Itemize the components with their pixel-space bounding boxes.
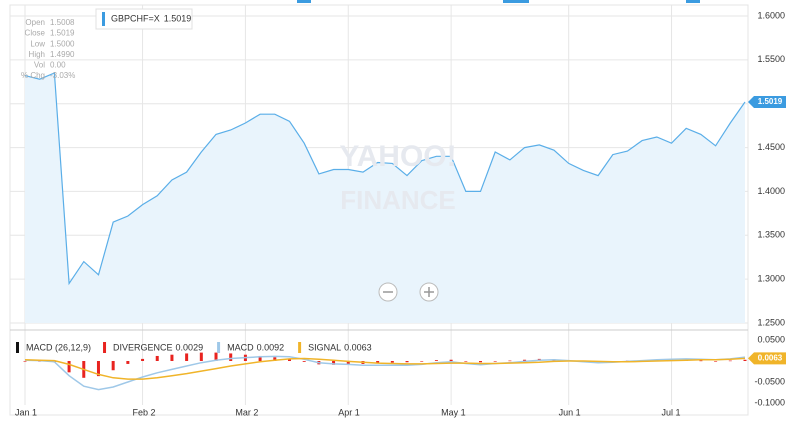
stat-value: 1.5019 bbox=[50, 29, 75, 38]
stat-label: Vol bbox=[34, 61, 45, 70]
stat-value: 1.4990 bbox=[50, 50, 75, 59]
divergence-bar bbox=[405, 361, 409, 363]
y-tick-label: 0.0500 bbox=[757, 334, 785, 344]
line bbox=[24, 72, 746, 286]
watermark: YAHOO! bbox=[339, 140, 456, 173]
stat-value: 1.5000 bbox=[50, 39, 75, 48]
x-tick-label: May 1 bbox=[441, 407, 466, 417]
price-badge-label: 1.5019 bbox=[758, 97, 783, 106]
stat-label: % Chg bbox=[21, 71, 45, 80]
divergence-bar bbox=[699, 360, 703, 362]
divergence-bar bbox=[273, 357, 277, 361]
legend-value: 0.0092 bbox=[257, 342, 285, 352]
y-tick-label: 1.4500 bbox=[757, 142, 785, 152]
stat-label: Open bbox=[25, 18, 45, 27]
divergence-bar bbox=[376, 361, 380, 364]
area bbox=[25, 73, 745, 323]
y-tick-label: -0.0500 bbox=[754, 376, 785, 386]
plot bbox=[24, 72, 746, 323]
price-badge bbox=[748, 96, 786, 109]
info-box: Open 1.5008 Close 1.5019 Low 1.5000 High 1.4990… bbox=[21, 18, 75, 80]
divergence-bar bbox=[493, 361, 497, 362]
x-tick-label: Jul 1 bbox=[662, 407, 681, 417]
divergence-bar bbox=[464, 361, 468, 362]
watermark: FINANCE bbox=[340, 185, 456, 215]
divergence-bar bbox=[199, 352, 203, 361]
lower-panel: Jan 1 Feb 2 Mar 2 Apr 1 May 1 Jun 1 Jul 1 0.050… bbox=[15, 334, 786, 417]
y-tick-label: 1.3500 bbox=[757, 230, 785, 240]
legend-name: MACD bbox=[227, 342, 254, 352]
divergence-bar bbox=[126, 361, 130, 364]
stat-value: 1.5008 bbox=[50, 18, 75, 27]
tab bbox=[503, 0, 529, 3]
x-tick-label: Jan 1 bbox=[15, 407, 37, 417]
quote-box bbox=[95, 8, 193, 30]
frame bbox=[9, 4, 749, 416]
legend-swatch bbox=[217, 342, 221, 353]
divergence-bar bbox=[449, 359, 453, 361]
divergence-bar bbox=[346, 361, 350, 364]
divergence-bar bbox=[714, 361, 718, 362]
tab bbox=[297, 0, 311, 3]
y-tick-label: 1.2500 bbox=[757, 317, 785, 327]
divergence-bar bbox=[23, 361, 27, 362]
divergence-bar bbox=[229, 353, 233, 361]
legend-title: MACD (26,12,9) bbox=[26, 342, 91, 352]
divergence-bar bbox=[728, 360, 732, 362]
x-tick-label: Apr 1 bbox=[338, 407, 360, 417]
divergence-bar bbox=[287, 358, 291, 361]
legend-value: 0.0063 bbox=[344, 342, 372, 352]
x-tick-label: Mar 2 bbox=[235, 407, 258, 417]
legend-name: SIGNAL bbox=[308, 342, 341, 352]
divergence-bar bbox=[170, 354, 174, 361]
divergence-bar bbox=[332, 361, 336, 365]
x-tick-label: Feb 2 bbox=[133, 407, 156, 417]
signal-badge-label: 0.0063 bbox=[758, 353, 783, 362]
divergence-bar bbox=[523, 359, 527, 361]
divergence-bar bbox=[67, 361, 71, 373]
divergence-bar bbox=[390, 361, 394, 363]
stat-label: High bbox=[29, 50, 45, 59]
divergence-bar bbox=[258, 355, 262, 361]
stat-label: Close bbox=[25, 29, 46, 38]
signal-badge bbox=[748, 352, 786, 365]
y-tick-label: -0.1000 bbox=[754, 397, 785, 407]
stat-label: Low bbox=[30, 39, 45, 48]
divergence-bar bbox=[302, 361, 306, 362]
legend-value: 0.0029 bbox=[176, 342, 204, 352]
tab bbox=[686, 0, 700, 3]
divergence-bar bbox=[96, 361, 100, 377]
zoom-in[interactable] bbox=[419, 282, 439, 302]
y-tick-label: 1.5500 bbox=[757, 54, 785, 64]
divergence-bar bbox=[185, 353, 189, 361]
quote-last: 1.5019 bbox=[164, 13, 192, 23]
divergence-bar bbox=[155, 355, 159, 361]
quote-marker bbox=[102, 12, 105, 26]
x-tick-label: Jun 1 bbox=[559, 407, 581, 417]
divergence-bar bbox=[508, 360, 512, 362]
legend-swatch bbox=[16, 342, 19, 353]
divergence-bar bbox=[111, 361, 115, 371]
y-tick-label: 1.6000 bbox=[757, 10, 785, 20]
stat-value: -3.03% bbox=[50, 71, 75, 80]
divergence-bar bbox=[141, 358, 145, 361]
quote-symbol: GBPCHF=X bbox=[111, 13, 160, 23]
zoom-out[interactable] bbox=[378, 282, 398, 302]
legend-name: DIVERGENCE bbox=[113, 342, 173, 352]
legend-swatch bbox=[298, 342, 302, 353]
divergence-bar bbox=[420, 361, 424, 362]
divergence-bar bbox=[479, 361, 483, 363]
legend-swatch bbox=[103, 342, 107, 353]
stat-value: 0.00 bbox=[50, 61, 66, 70]
divergence-bar bbox=[434, 360, 438, 361]
y-tick-label: 1.4000 bbox=[757, 186, 785, 196]
divergence-bar bbox=[214, 352, 218, 361]
line bbox=[24, 357, 746, 380]
divergence-bar bbox=[743, 359, 747, 361]
y-tick-label: 1.3000 bbox=[757, 274, 785, 284]
